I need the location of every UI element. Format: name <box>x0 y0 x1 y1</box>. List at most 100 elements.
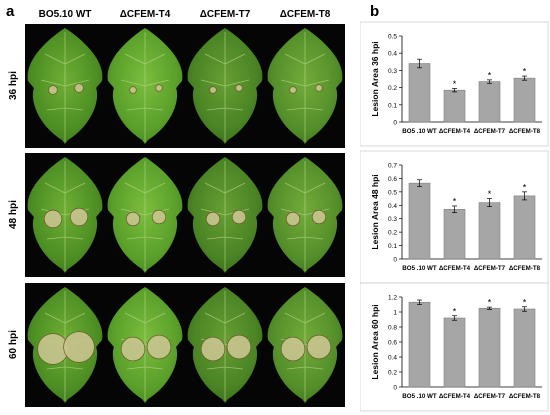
lesion <box>74 83 84 93</box>
y-axis-label: Lesion Area 36 hpi <box>370 41 380 116</box>
y-tick-label: 0 <box>393 120 397 127</box>
leaf-veins <box>120 32 170 142</box>
leaf-photo <box>25 24 105 148</box>
row-label-36hpi: 36 hpi <box>8 71 19 101</box>
x-tick-label: ΔCFEM-T7 <box>474 128 506 135</box>
lesion <box>120 336 146 362</box>
x-tick-label: ΔCFEM-T4 <box>439 265 471 272</box>
bar <box>408 182 431 260</box>
chart-frame <box>360 21 549 147</box>
leaf-photo <box>25 153 105 277</box>
bar <box>408 301 431 388</box>
y-tick-label: 0.4 <box>388 203 397 210</box>
leaf-photo <box>265 24 345 148</box>
y-tick-label: 0 <box>393 385 397 392</box>
leaf-photo <box>185 153 265 277</box>
x-tick-label: BO5 .10 WT <box>402 128 437 135</box>
lesion <box>200 336 226 362</box>
y-tick-label: 0 <box>393 257 397 264</box>
leaf-photo <box>185 283 265 407</box>
y-tick-label: 1.2 <box>388 295 397 302</box>
x-tick-label: ΔCFEM-T4 <box>439 393 471 400</box>
y-tick-label: 0.5 <box>388 189 397 196</box>
y-tick-label: 0.1 <box>388 102 397 109</box>
lesion <box>125 211 141 227</box>
y-tick-label: 0.1 <box>388 243 397 250</box>
lesion-area-charts: 0 0.1 0.2 0.3 0.4 0.5 Lesion Area 36 hpi BO5 .1… <box>360 21 549 412</box>
significance-star: * <box>523 297 527 307</box>
y-tick-label: 0.5 <box>388 34 397 41</box>
y-tick-label: 1 <box>393 310 397 317</box>
bar <box>478 307 501 388</box>
leaf-photo <box>265 283 345 407</box>
lesion <box>306 334 332 360</box>
y-axis-label: Lesion Area 48 hpi <box>370 174 380 249</box>
y-tick-label: 0.4 <box>388 51 397 58</box>
bar <box>478 202 501 260</box>
lesion <box>151 209 167 225</box>
y-tick-label: 0.8 <box>388 325 397 332</box>
y-tick-label: 0.4 <box>388 355 397 362</box>
x-tick-label: ΔCFEM-T7 <box>474 393 506 400</box>
lesion <box>155 84 163 92</box>
bar <box>478 81 501 123</box>
y-tick-label: 0.2 <box>388 370 397 377</box>
leaf-veins <box>200 32 250 142</box>
y-tick-label: 0.2 <box>388 230 397 237</box>
y-tick-label: 0.2 <box>388 85 397 92</box>
leaf-photo <box>265 153 345 277</box>
bar <box>513 195 536 260</box>
y-tick-label: 0.7 <box>388 163 397 170</box>
leaf-photo <box>25 283 105 407</box>
lesion <box>69 207 89 227</box>
y-tick-label: 0.6 <box>388 176 397 183</box>
lesion <box>43 209 63 229</box>
panel-b-label: b <box>370 3 380 20</box>
lesion <box>209 86 217 94</box>
leaf-photo <box>105 283 185 407</box>
significance-star: * <box>453 196 457 206</box>
bar <box>443 89 466 123</box>
bar <box>513 308 536 388</box>
column-label-t4: ΔCFEM-T4 <box>119 9 171 20</box>
leaf-photo <box>105 153 185 277</box>
leaf-photo <box>185 24 265 148</box>
significance-star: * <box>453 79 457 89</box>
bar <box>443 209 466 260</box>
x-tick-label: ΔCFEM-T4 <box>439 128 471 135</box>
y-axis-label: Lesion Area 60 hpi <box>370 304 380 379</box>
bar <box>513 77 536 123</box>
x-tick-label: BO5 .10 WT <box>402 265 437 272</box>
y-tick-label: 0.3 <box>388 216 397 223</box>
lesion <box>231 209 247 225</box>
lesion <box>311 209 327 225</box>
leaf-photo <box>105 24 185 148</box>
x-tick-label: ΔCFEM-T8 <box>509 393 541 400</box>
column-label-t7: ΔCFEM-T7 <box>199 9 251 20</box>
panel-a-label: a <box>6 3 15 20</box>
chart-frame <box>360 282 549 412</box>
significance-star: * <box>488 189 492 199</box>
lesion <box>205 211 221 227</box>
significance-star: * <box>523 182 527 192</box>
x-tick-label: ΔCFEM-T8 <box>509 265 541 272</box>
x-tick-label: ΔCFEM-T7 <box>474 265 506 272</box>
lesion <box>280 336 306 362</box>
lesion <box>63 331 95 363</box>
lesion <box>235 84 243 92</box>
x-tick-label: BO5 .10 WT <box>402 393 437 400</box>
lesion <box>315 84 323 92</box>
significance-star: * <box>488 298 492 308</box>
lesion <box>289 86 297 94</box>
bar <box>408 63 431 123</box>
significance-star: * <box>453 306 457 316</box>
column-label-t8: ΔCFEM-T8 <box>279 9 331 20</box>
leaf-veins <box>280 32 330 142</box>
row-label-48hpi: 48 hpi <box>8 200 19 230</box>
y-tick-label: 0.3 <box>388 68 397 75</box>
lesion <box>129 86 137 94</box>
row-label-60hpi: 60 hpi <box>8 330 19 360</box>
x-tick-label: ΔCFEM-T8 <box>509 128 541 135</box>
lesion <box>226 334 252 360</box>
significance-star: * <box>488 70 492 80</box>
